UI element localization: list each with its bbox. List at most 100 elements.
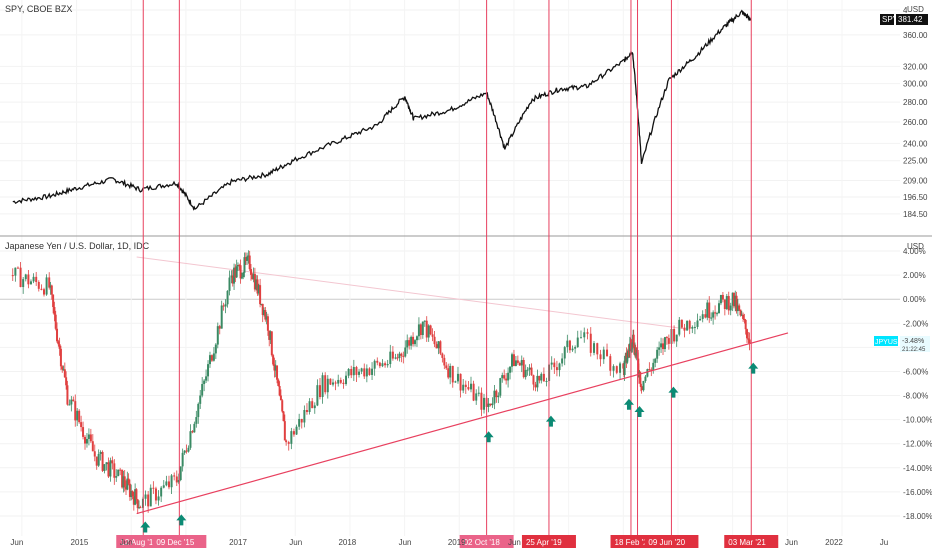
jpy-candle-body (128, 483, 131, 497)
jpy-candle-body (231, 275, 234, 284)
event-date-badge (724, 535, 779, 548)
jpy-candle-body (58, 344, 61, 349)
jpy-candle-body (727, 296, 730, 311)
jpy-candle-body (256, 279, 259, 294)
jpy-candle-body (101, 451, 104, 471)
jpy-candle-body (639, 383, 642, 387)
jpy-candle-body (568, 340, 571, 351)
jpy-candle-body (242, 272, 245, 278)
jpy-candle-body (667, 338, 670, 344)
jpy-y-tick-label: -18.00% (903, 512, 932, 521)
jpy-candle-body (545, 381, 548, 383)
x-tick-label: 2015 (71, 538, 89, 547)
jpy-candle-body (423, 320, 426, 322)
jpy-candle-body (721, 294, 724, 300)
jpy-candle-body (732, 292, 735, 307)
jpy-candle-body (152, 487, 155, 489)
jpy-candle-body (175, 476, 178, 483)
jpy-candle-body (631, 342, 634, 347)
jpy-candle-body (144, 494, 147, 499)
jpy-candle-body (205, 376, 208, 381)
jpy-candle-body (701, 314, 704, 319)
jpy-candle-body (185, 450, 188, 452)
jpy-candle-body (251, 274, 254, 280)
jpy-candle-body (475, 393, 478, 401)
grid-lines (0, 0, 900, 536)
jpy-candle-body (14, 267, 17, 276)
jpy-candle-body (747, 338, 750, 340)
jpy-candle-body (712, 312, 715, 318)
jpy-candle-body (246, 256, 249, 261)
buy-arrows (140, 362, 759, 533)
jpy-candle-body (571, 348, 574, 351)
jpy-candle-body (540, 373, 543, 381)
jpy-candle-body (78, 410, 81, 423)
jpy-candle-body (589, 333, 592, 353)
jpy-candle-body (305, 409, 308, 413)
jpy-candle-body (278, 385, 281, 396)
jpy-candle-body (623, 360, 626, 376)
jpy-candle-body (408, 340, 411, 346)
jpy-candle-body (355, 367, 358, 375)
jpy-candle-body (553, 362, 556, 368)
jpy-candle-body (52, 294, 55, 308)
jpy-candle-body (386, 364, 389, 366)
jpy-candle-body (345, 375, 348, 385)
jpy-candle-body (443, 357, 446, 366)
jpy-candle-body (487, 403, 490, 407)
jpy-candle-body (85, 438, 88, 444)
jpy-candle-body (402, 355, 405, 357)
jpy-candle-body (410, 336, 413, 346)
jpy-candle-body (493, 390, 496, 404)
jpy-candle-body (117, 469, 120, 477)
x-tick-label: 2019 (448, 538, 466, 547)
jpy-candle-body (489, 403, 492, 406)
jpy-candle-body (339, 379, 342, 383)
jpy-candle-body (37, 282, 40, 289)
jpy-candle-body (265, 316, 268, 320)
jpy-candle-body (625, 352, 628, 363)
jpy-candle-body (710, 317, 713, 319)
jpy-candle-body (173, 475, 176, 477)
jpy-candle-body (425, 320, 428, 338)
jpy-candle-body (35, 276, 38, 283)
jpy-candle-body (257, 285, 260, 294)
jpy-candle-body (285, 440, 288, 443)
jpy-candle-body (95, 456, 98, 466)
jpy-candle-body (507, 372, 510, 381)
trendline[interactable] (136, 332, 789, 515)
jpy-candle-body (272, 355, 275, 365)
jpy-candle-body (524, 370, 527, 378)
jpy-candle-body (226, 290, 229, 305)
jpy-candle-body (238, 264, 241, 266)
jpy-candle-body (181, 452, 184, 467)
jpy-candle-body (735, 295, 738, 312)
jpy-candle-body (699, 318, 702, 321)
jpy-candle-body (54, 314, 57, 329)
jpy-candle-body (103, 464, 106, 471)
jpy-candle-body (107, 462, 110, 477)
x-tick-label: 2022 (825, 538, 843, 547)
jpy-candle-body (538, 375, 541, 381)
jpy-candle-body (656, 349, 659, 359)
jpy-candle-body (400, 353, 403, 356)
jpy-candle-body (27, 274, 30, 285)
jpy-candle-body (558, 363, 561, 371)
jpy-candle-body (472, 383, 475, 401)
jpy-candle-body (119, 469, 122, 471)
jpy-candle-body (324, 375, 327, 393)
jpy-candle-body (439, 341, 442, 354)
jpy-candle-body (138, 507, 141, 509)
jpy-candle-body (415, 336, 418, 341)
jpy-y-tick-label: -14.00% (903, 464, 932, 473)
jpy-candle-body (266, 316, 269, 331)
jpy-candle-body (218, 326, 221, 329)
buy-arrow-icon (176, 514, 187, 526)
buy-arrow-icon (483, 431, 494, 443)
jpy-candle-body (612, 366, 615, 371)
jpy-candle-body (391, 351, 394, 359)
jpy-candle-body (501, 375, 504, 379)
jpy-candle-body (650, 369, 653, 371)
jpy-candle-body (287, 442, 290, 444)
jpy-candle-body (126, 478, 129, 490)
